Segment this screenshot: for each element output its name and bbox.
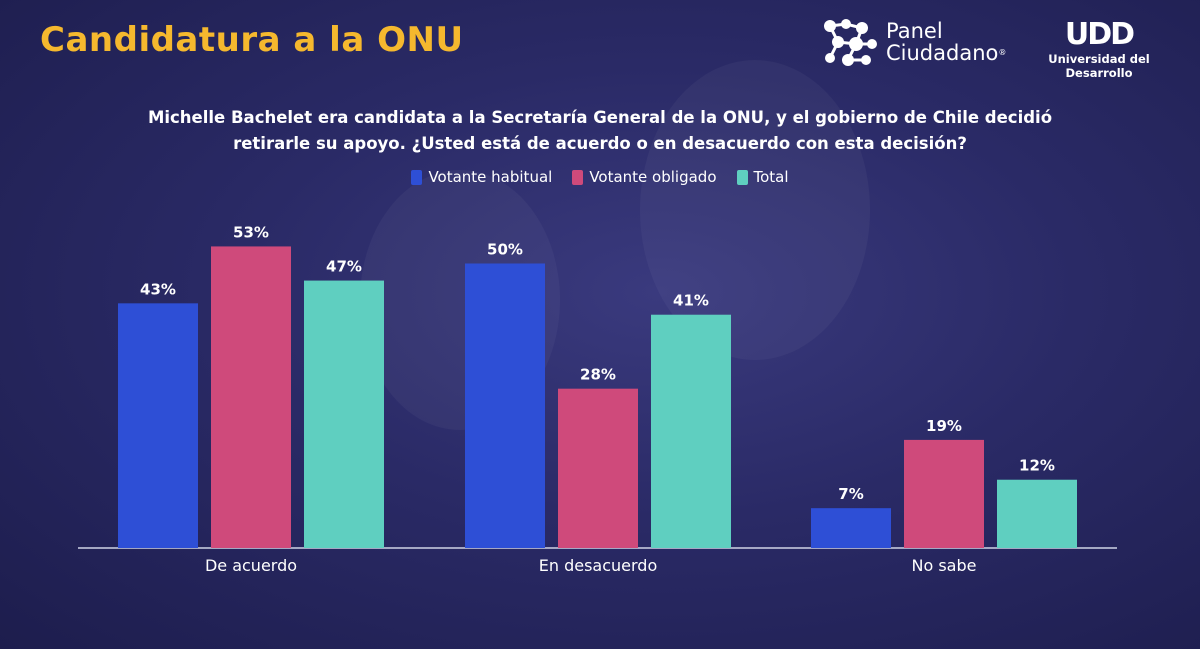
data-label-0-2: 47% <box>326 258 362 276</box>
panel-ciudadano-logo-icon <box>824 19 877 66</box>
bar-1-2 <box>651 314 731 548</box>
background-shape-right <box>640 60 870 360</box>
panel-ciudadano-logo: Panel Ciudadano® <box>822 18 1006 66</box>
legend-label-total: Total <box>753 168 789 186</box>
bar-1-1 <box>558 388 638 548</box>
chart-legend: Votante habitual Votante obligado Total <box>0 168 1200 186</box>
category-label-1: En desacuerdo <box>539 556 658 575</box>
category-label-2: No sabe <box>912 556 977 575</box>
data-label-0-1: 53% <box>233 223 269 241</box>
legend-item-total: Total <box>736 168 789 186</box>
bar-2-1 <box>904 439 984 548</box>
udd-logo: UDD Universidad del Desarrollo <box>1024 17 1174 81</box>
page-title: Candidatura a la ONU <box>40 20 464 60</box>
data-label-1-1: 28% <box>580 366 616 384</box>
legend-item-obligado: Votante obligado <box>572 168 717 186</box>
legend-swatch-habitual <box>411 169 423 185</box>
legend-label-habitual: Votante habitual <box>428 168 553 186</box>
data-label-2-1: 19% <box>926 417 962 435</box>
data-label-2-0: 7% <box>838 485 863 503</box>
panel-logo-line1: Panel <box>886 19 943 43</box>
panel-logo-line2: Ciudadano <box>886 41 999 65</box>
bar-1-0 <box>465 263 545 548</box>
chart-title: Michelle Bachelet era candidata a la Sec… <box>147 108 1053 153</box>
bar-2-2 <box>997 479 1077 548</box>
panel-ciudadano-logo-text: Panel Ciudadano® <box>886 20 1006 64</box>
legend-label-obligado: Votante obligado <box>589 168 717 186</box>
data-label-1-2: 41% <box>673 292 709 310</box>
data-label-2-2: 12% <box>1019 457 1055 475</box>
bar-2-0 <box>811 508 891 548</box>
udd-logo-mark: UDD <box>1064 17 1135 52</box>
data-label-1-0: 50% <box>487 241 523 259</box>
bar-0-0 <box>118 303 198 548</box>
bar-0-2 <box>304 280 384 548</box>
legend-swatch-total <box>736 169 748 185</box>
panel-logo-registered: ® <box>998 48 1007 57</box>
legend-item-habitual: Votante habitual <box>411 168 552 186</box>
udd-logo-text: Universidad del Desarrollo <box>1048 52 1150 80</box>
category-label-0: De acuerdo <box>205 556 297 575</box>
legend-swatch-obligado <box>572 169 584 185</box>
data-label-0-0: 43% <box>140 280 176 298</box>
bar-0-1 <box>211 246 291 548</box>
